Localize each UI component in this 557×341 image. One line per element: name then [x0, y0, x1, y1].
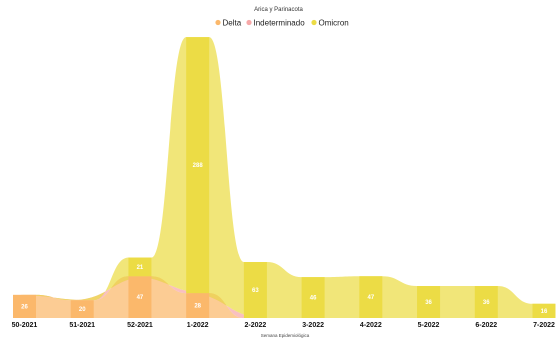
bar-omicron-7-2022[interactable]: [532, 303, 556, 318]
x-tick-1-2022: 1-2022: [187, 322, 209, 329]
data-label-omicron-52-2021: 21: [137, 265, 144, 271]
legend-label-indeterminado: Indeterminado: [254, 19, 306, 28]
data-label-omicron-5-2022: 36: [425, 300, 432, 306]
bar-omicron-52-2021[interactable]: [128, 257, 152, 277]
x-axis-ticks: 50-2021 51-2021 52-2021 1-2022 2-2022 3-2022 4…: [12, 322, 555, 329]
data-label-omicron-1-2022: 288: [193, 163, 204, 169]
legend-item-indeterminado[interactable]: Indeterminado: [246, 19, 305, 28]
bar-omicron-5-2022[interactable]: [417, 286, 441, 318]
legend-marker-indeterminado: [246, 19, 252, 26]
stream-areas: [13, 37, 556, 318]
data-label-delta-1-2022: 28: [194, 304, 201, 310]
data-label-omicron-2-2022: 63: [252, 288, 259, 294]
x-axis-label: Semana Epidemiológica: [261, 333, 310, 338]
bar-omicron-1-2022[interactable]: [186, 37, 210, 294]
data-label-omicron-6-2022: 36: [483, 300, 490, 306]
x-tick-4-2022: 4-2022: [360, 322, 382, 329]
legend-label-omicron: Omicron: [319, 19, 349, 28]
x-tick-50-2021: 50-2021: [12, 322, 38, 329]
bar-omicron-2-2022[interactable]: [243, 262, 267, 318]
chart-title: Arica y Parinacota: [254, 7, 303, 13]
data-labels: 26 20 47 28 21 288 63 46 47 36 36 16: [21, 163, 548, 315]
bar-omicron-3-2022[interactable]: [301, 277, 325, 318]
legend-marker-omicron: [311, 19, 317, 26]
x-tick-6-2022: 6-2022: [475, 322, 497, 329]
bar-delta-52-2021[interactable]: [128, 276, 152, 318]
x-tick-7-2022: 7-2022: [533, 322, 555, 329]
bar-omicron-6-2022[interactable]: [474, 286, 498, 318]
area-omicron[interactable]: [13, 37, 556, 318]
category-bars: [13, 37, 556, 318]
legend-marker-delta: [215, 19, 221, 26]
data-label-omicron-4-2022: 47: [367, 295, 374, 301]
legend-label-delta: Delta: [223, 19, 242, 28]
bar-delta-50-2021[interactable]: [13, 294, 36, 318]
data-label-delta-50-2021: 26: [21, 304, 28, 310]
data-label-omicron-3-2022: 46: [310, 296, 317, 302]
x-tick-3-2022: 3-2022: [302, 322, 324, 329]
x-tick-51-2021: 51-2021: [69, 322, 95, 329]
bar-delta-51-2021[interactable]: [70, 300, 94, 318]
x-tick-52-2021: 52-2021: [127, 322, 153, 329]
data-label-omicron-7-2022: 16: [541, 309, 548, 315]
legend-item-omicron[interactable]: Omicron: [311, 19, 349, 28]
bar-delta-1-2022[interactable]: [186, 293, 210, 318]
x-tick-5-2022: 5-2022: [418, 322, 440, 329]
data-label-delta-51-2021: 20: [79, 307, 86, 313]
legend-item-delta[interactable]: Delta: [215, 19, 242, 28]
data-label-delta-52-2021: 47: [137, 295, 144, 301]
bar-omicron-4-2022[interactable]: [359, 276, 383, 318]
x-tick-2-2022: 2-2022: [244, 322, 266, 329]
legend: Delta Indeterminado Omicron: [215, 19, 349, 28]
